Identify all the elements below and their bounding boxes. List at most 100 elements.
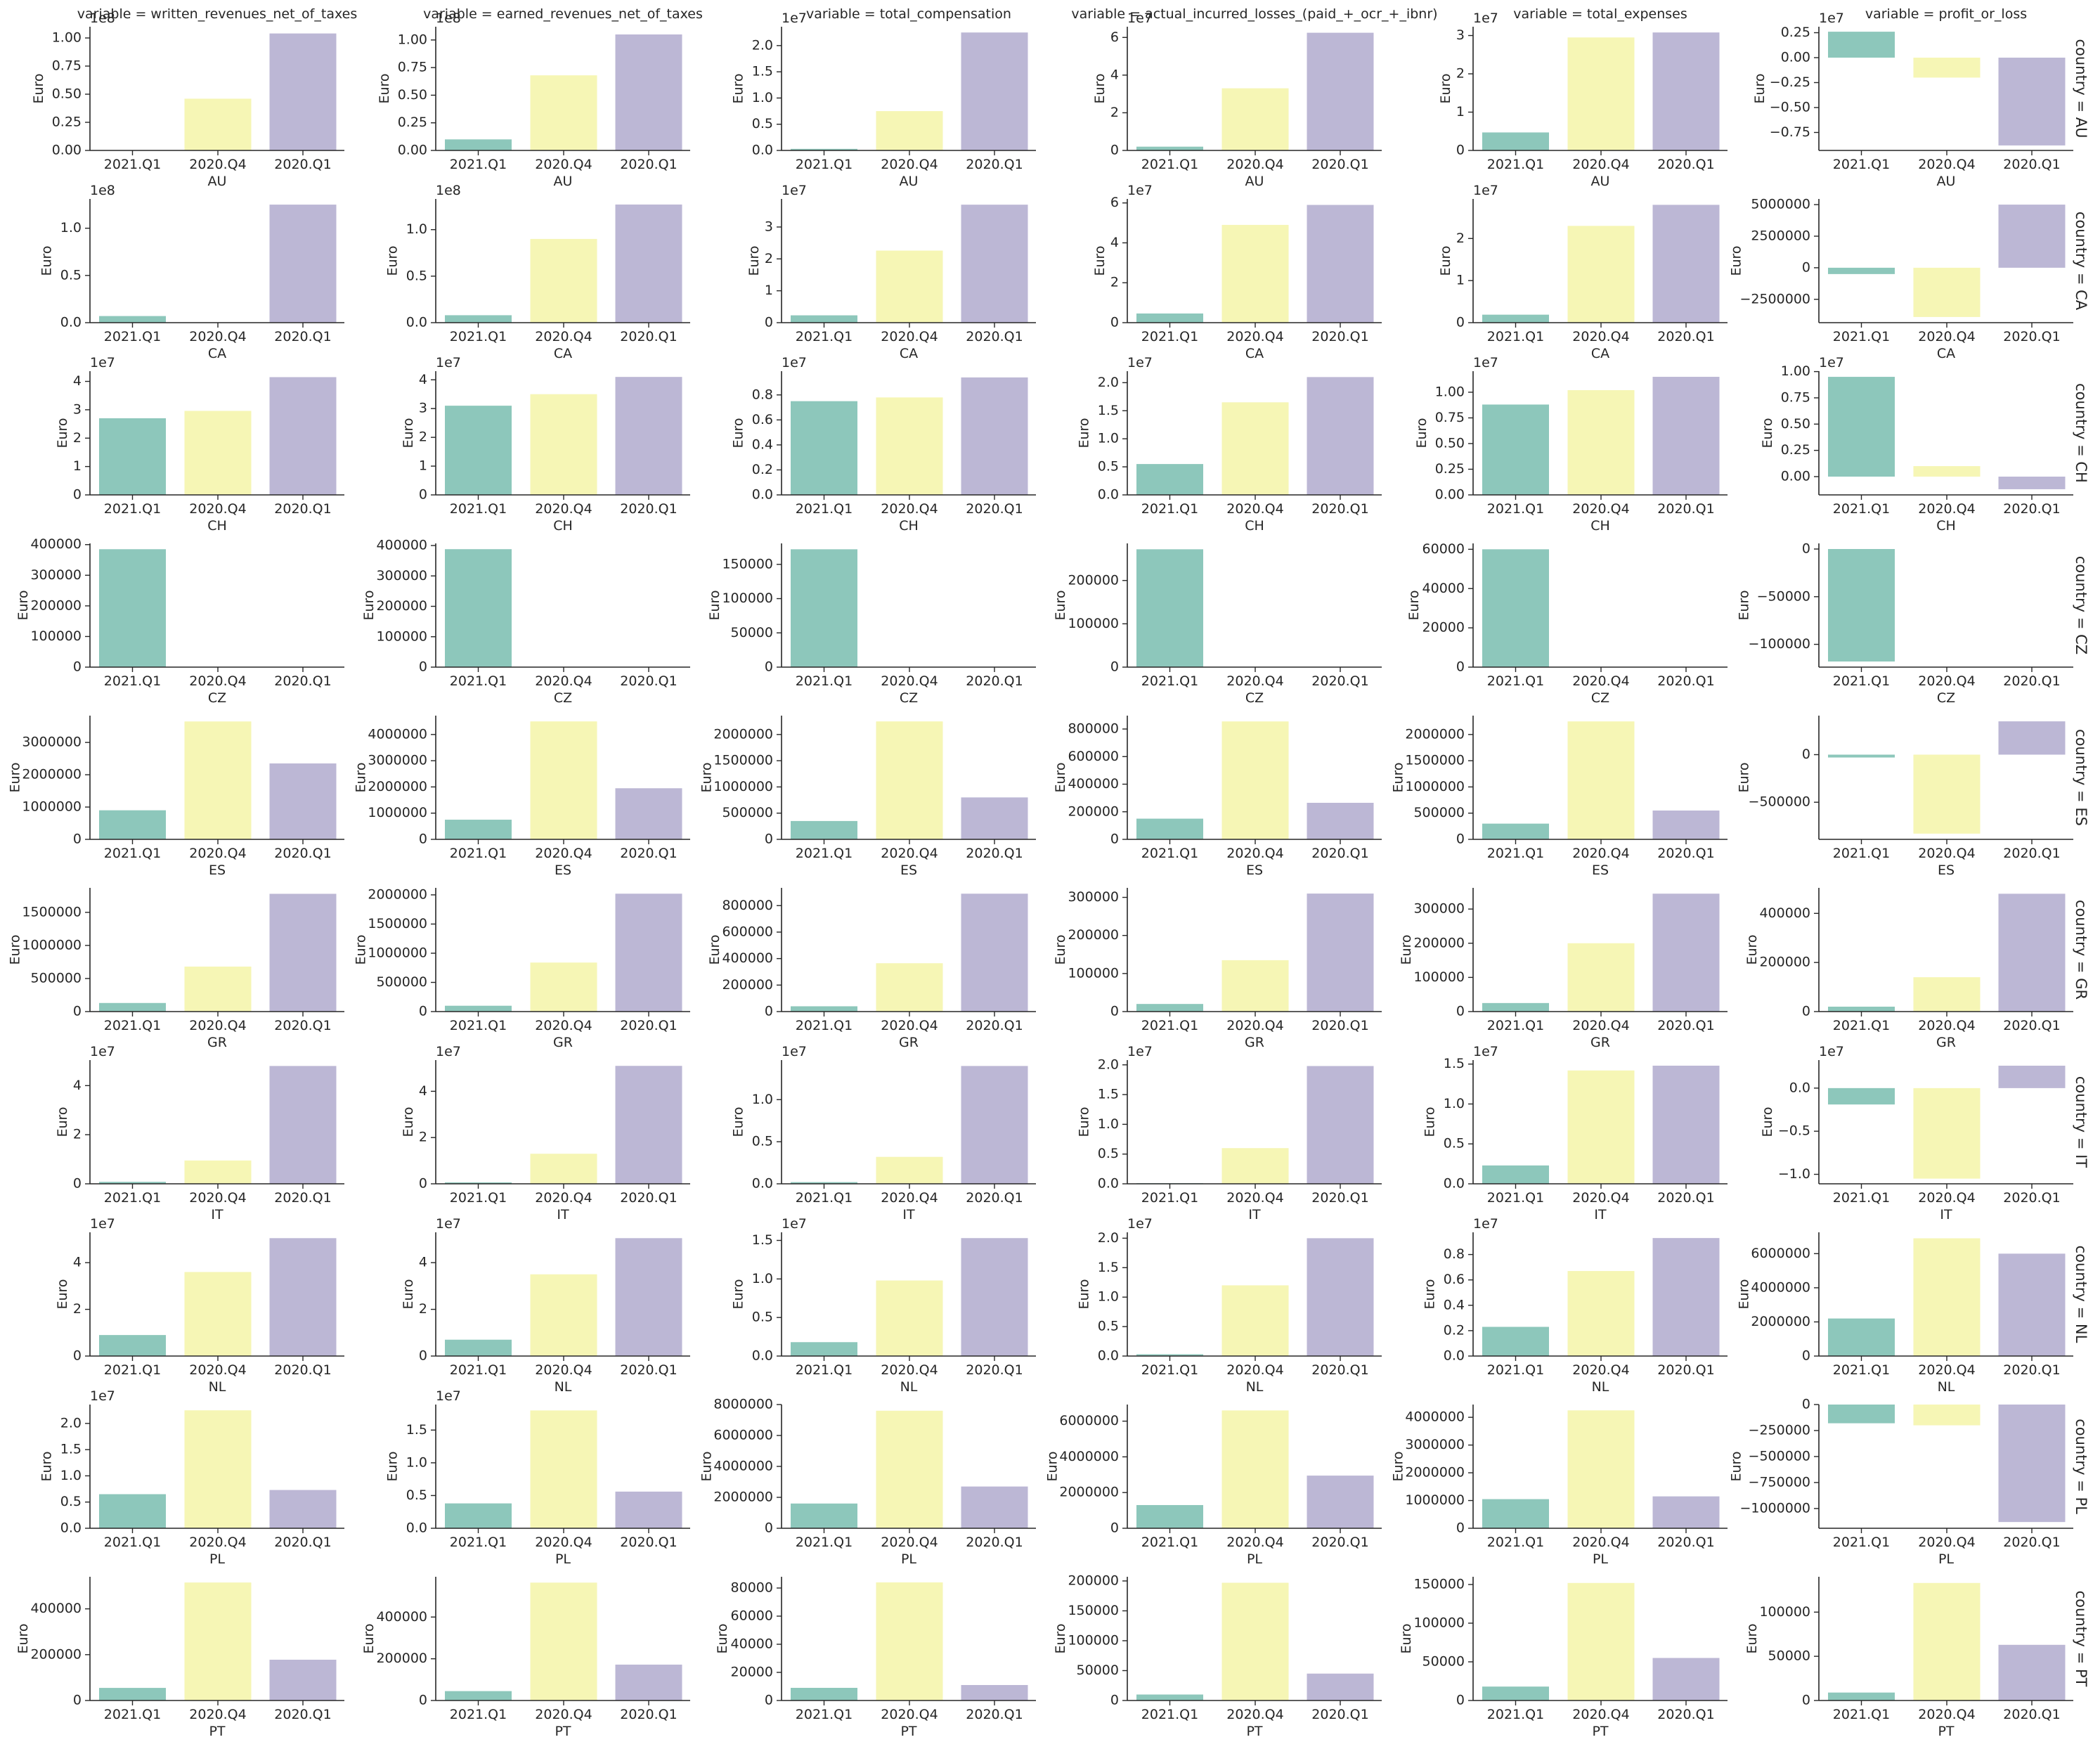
y-tick-label: 0.0 <box>752 143 773 158</box>
y-tick-label: 1.5 <box>1098 403 1119 418</box>
bar <box>615 893 682 1012</box>
bar <box>1998 893 2066 1012</box>
y-tick-label: 3 <box>419 401 427 416</box>
x-axis-label: CA <box>1591 346 1609 361</box>
y-tick-label: 2000000 <box>713 1490 773 1505</box>
x-axis-label: NL <box>1246 1379 1264 1395</box>
bar <box>1652 1658 1720 1700</box>
panel-it-total_compensation: 0.0 0.5 1.0 1e7 2021.Q1 2020.Q4 2020.Q1 IT Euro <box>730 1044 1036 1222</box>
x-tick-label: 2020.Q1 <box>274 1190 331 1206</box>
y-tick-label: 2.0 <box>1098 375 1119 390</box>
y-axis-label: Euro <box>401 1279 416 1309</box>
bar <box>615 788 682 839</box>
x-tick-label: 2020.Q4 <box>189 501 246 517</box>
bar <box>1567 226 1635 323</box>
y-tick-label: 6000000 <box>1059 1413 1119 1428</box>
y-tick-label: 0 <box>1456 315 1465 330</box>
y-tick-label: 3000000 <box>22 735 82 750</box>
y-tick-label: −500000 <box>1749 794 1810 810</box>
y-tick-label: 0.6 <box>1444 1272 1465 1287</box>
y-tick-label: 300000 <box>1413 901 1465 917</box>
x-tick-label: 2021.Q1 <box>450 329 507 344</box>
x-axis-label: CZ <box>208 690 226 706</box>
x-tick-label: 2020.Q4 <box>881 1707 938 1722</box>
panel-cz-written_revenues_net_of_taxes: 0 100000 200000 300000 400000 2021.Q1 2020.Q4 2… <box>15 536 344 706</box>
y-axis-label: Euro <box>39 245 54 276</box>
x-tick-label: 2020.Q1 <box>1657 329 1714 344</box>
row-title: country = PL <box>2073 1419 2089 1514</box>
bar <box>445 1503 512 1528</box>
bar <box>1828 267 1895 274</box>
y-axis-label: Euro <box>1092 73 1108 103</box>
bar <box>99 549 166 667</box>
y-offset-label: 1e8 <box>436 183 461 198</box>
x-tick-label: 2021.Q1 <box>104 1018 161 1033</box>
y-tick-label: 500000 <box>1413 805 1465 820</box>
panel-pl-profit_or_loss: −1000000 −750000 −500000 −250000 0 2021.Q1 202… <box>1728 1397 2073 1567</box>
x-tick-label: 2020.Q1 <box>2003 501 2060 517</box>
y-tick-label: 200000 <box>30 1646 82 1662</box>
x-tick-label: 2021.Q1 <box>796 157 853 172</box>
bar <box>1828 549 1895 661</box>
bar <box>1482 1499 1549 1528</box>
y-axis-label: Euro <box>55 1279 70 1309</box>
y-tick-label: 0.00 <box>52 143 82 158</box>
x-axis-label: PT <box>1246 1724 1262 1739</box>
bar <box>791 1006 857 1012</box>
y-offset-label: 1e7 <box>436 1044 461 1059</box>
y-tick-label: 200000 <box>722 977 773 993</box>
y-axis-label: Euro <box>1053 934 1068 964</box>
y-tick-label: 4000000 <box>713 1459 773 1474</box>
bar <box>1307 377 1374 495</box>
x-tick-label: 2020.Q4 <box>535 846 592 861</box>
x-tick-label: 2021.Q1 <box>1833 673 1890 689</box>
bar <box>1828 1318 1895 1356</box>
y-tick-label: 1.0 <box>752 1271 773 1286</box>
y-axis-label: Euro <box>715 1623 730 1653</box>
x-tick-label: 2020.Q4 <box>535 501 592 517</box>
x-tick-label: 2020.Q4 <box>1918 1190 1975 1206</box>
bar <box>445 549 512 667</box>
panel-nl-earned_revenues_net_of_taxes: 0 2 4 1e7 2021.Q1 2020.Q4 2020.Q1 NL Euro <box>401 1216 690 1395</box>
x-axis-label: PT <box>555 1724 571 1739</box>
y-axis-label: Euro <box>1422 1106 1437 1137</box>
y-tick-label: 0 <box>1802 747 1810 762</box>
x-tick-label: 2020.Q4 <box>189 1018 246 1033</box>
y-tick-label: 800000 <box>1068 721 1119 737</box>
panel-au-written_revenues_net_of_taxes: variable = written_revenues_net_of_taxes… <box>31 6 357 189</box>
panel-ch-earned_revenues_net_of_taxes: 0 1 2 3 4 1e7 2021.Q1 2020.Q4 2020.Q1 CH Euro <box>401 355 690 534</box>
y-tick-label: 0.00 <box>1435 487 1465 503</box>
bar <box>1567 390 1635 495</box>
bar <box>1652 32 1720 151</box>
panel-cz-actual_incurred_losses: 0 100000 200000 2021.Q1 2020.Q4 2020.Q1 CZ Euro <box>1053 543 1382 706</box>
bar <box>961 893 1028 1012</box>
x-tick-label: 2020.Q4 <box>881 1535 938 1550</box>
panel-pt-profit_or_loss: 0 50000 100000 2021.Q1 2020.Q4 2020.Q1 PT Euro <box>1744 1577 2073 1739</box>
x-tick-label: 2021.Q1 <box>1487 1535 1544 1550</box>
y-axis-label: Euro <box>1399 1623 1414 1653</box>
x-tick-label: 2020.Q1 <box>1311 157 1368 172</box>
y-axis-label: Euro <box>1076 1279 1091 1309</box>
y-offset-label: 1e7 <box>90 355 115 370</box>
panel-gr-earned_revenues_net_of_taxes: 0 500000 1000000 1500000 2000000 2021.Q1 2020.… <box>354 886 690 1050</box>
x-tick-label: 2021.Q1 <box>1487 329 1544 344</box>
bar <box>184 1582 252 1700</box>
panel-es-profit_or_loss: −500000 0 2021.Q1 2020.Q4 2020.Q1 ES Euro <box>1737 716 2073 878</box>
bar <box>184 967 252 1012</box>
x-tick-label: 2021.Q1 <box>1833 1707 1890 1722</box>
bar <box>1307 803 1374 839</box>
x-tick-label: 2020.Q1 <box>1311 846 1368 861</box>
x-tick-label: 2021.Q1 <box>1833 1362 1890 1378</box>
y-tick-label: 1.0 <box>1444 1096 1465 1111</box>
x-tick-label: 2020.Q1 <box>966 1190 1023 1206</box>
y-tick-label: 1.00 <box>1781 363 1810 379</box>
row-title: country = NL <box>2073 1246 2089 1343</box>
bar <box>1652 810 1720 839</box>
x-tick-label: 2021.Q1 <box>1141 329 1198 344</box>
x-axis-label: PT <box>209 1724 225 1739</box>
panel-it-earned_revenues_net_of_taxes: 0 2 4 1e7 2021.Q1 2020.Q4 2020.Q1 IT Euro <box>401 1044 690 1222</box>
x-tick-label: 2020.Q1 <box>620 673 677 689</box>
x-tick-label: 2020.Q1 <box>966 1707 1023 1722</box>
bar <box>269 1659 337 1700</box>
panel-pt-earned_revenues_net_of_taxes: 0 200000 400000 2021.Q1 2020.Q4 2020.Q1 PT Euro <box>361 1577 690 1739</box>
